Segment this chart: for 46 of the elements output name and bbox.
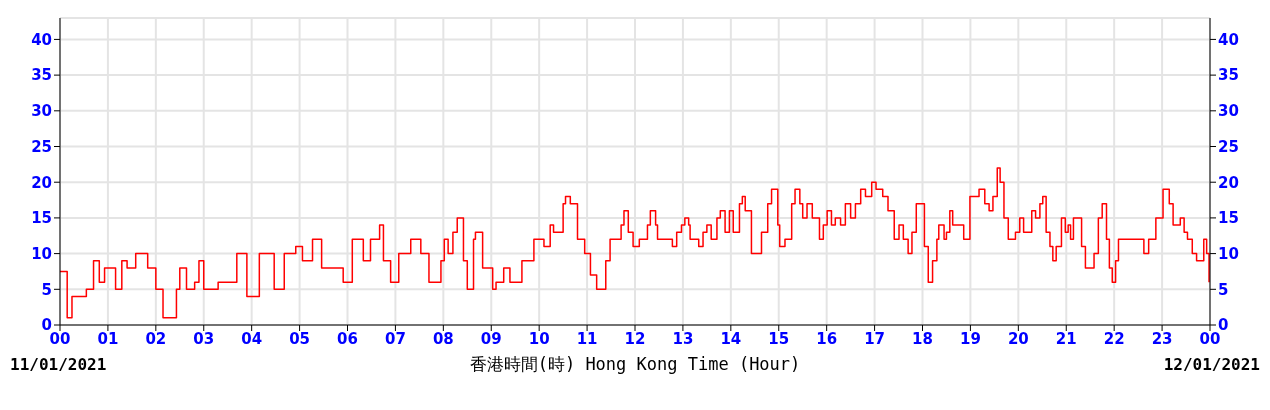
x-tick-label: 00 <box>49 329 71 348</box>
x-tick-label: 00 <box>1199 329 1221 348</box>
y-tick-label: 30 <box>31 102 52 121</box>
x-tick-label: 01 <box>97 329 119 348</box>
x-axis-title: 香港時間(時) Hong Kong Time (Hour) <box>469 353 801 376</box>
x-tick-label: 16 <box>816 329 838 348</box>
y-tick-label: 0 <box>41 316 52 335</box>
x-tick-label: 18 <box>912 329 933 348</box>
y2-tick-label: 15 <box>1218 209 1239 228</box>
x-tick-label: 05 <box>289 329 311 348</box>
x-tick-label: 09 <box>480 329 502 348</box>
x-tick-label: 19 <box>959 329 981 348</box>
x-tick-label: 02 <box>145 329 167 348</box>
x-tick-label: 10 <box>528 329 550 348</box>
x-tick-label: 04 <box>241 329 263 348</box>
y-tick-label: 40 <box>31 30 52 49</box>
x-tick-label: 06 <box>337 329 358 348</box>
x-tick-label: 20 <box>1007 329 1029 348</box>
y-tick-label: 20 <box>31 173 52 192</box>
x-tick-label: 11 <box>576 329 598 348</box>
y-tick-label: 15 <box>31 209 52 228</box>
x-tick-label: 15 <box>768 329 790 348</box>
text: 12/01/2021 <box>1163 355 1260 374</box>
x-tick-label: 08 <box>432 329 454 348</box>
y2-tick-label: 20 <box>1218 173 1239 192</box>
x-tick-label: 03 <box>193 329 215 348</box>
y-tick-label: 25 <box>31 137 52 156</box>
y2-tick-label: 0 <box>1218 316 1229 335</box>
x-tick-label: 17 <box>864 329 886 348</box>
y-tick-label: 5 <box>41 280 52 299</box>
y2-tick-label: 10 <box>1218 244 1239 263</box>
y-tick-label: 10 <box>31 244 52 263</box>
y2-tick-label: 5 <box>1218 280 1229 299</box>
x-tick-label: 12 <box>624 329 646 348</box>
x-tick-label: 07 <box>384 329 406 348</box>
y2-tick-label: 30 <box>1218 102 1239 121</box>
x-tick-label: 22 <box>1103 329 1125 348</box>
y2-tick-label: 25 <box>1218 137 1239 156</box>
x-tick-label: 21 <box>1055 329 1077 348</box>
text: 11/01/2021 <box>10 355 107 374</box>
x-tick-label: 23 <box>1151 329 1173 348</box>
x-tick-label: 13 <box>672 329 694 348</box>
y2-tick-label: 35 <box>1218 66 1239 85</box>
y-tick-label: 35 <box>31 66 52 85</box>
x-tick-label: 14 <box>720 329 742 348</box>
y2-tick-label: 40 <box>1218 30 1239 49</box>
